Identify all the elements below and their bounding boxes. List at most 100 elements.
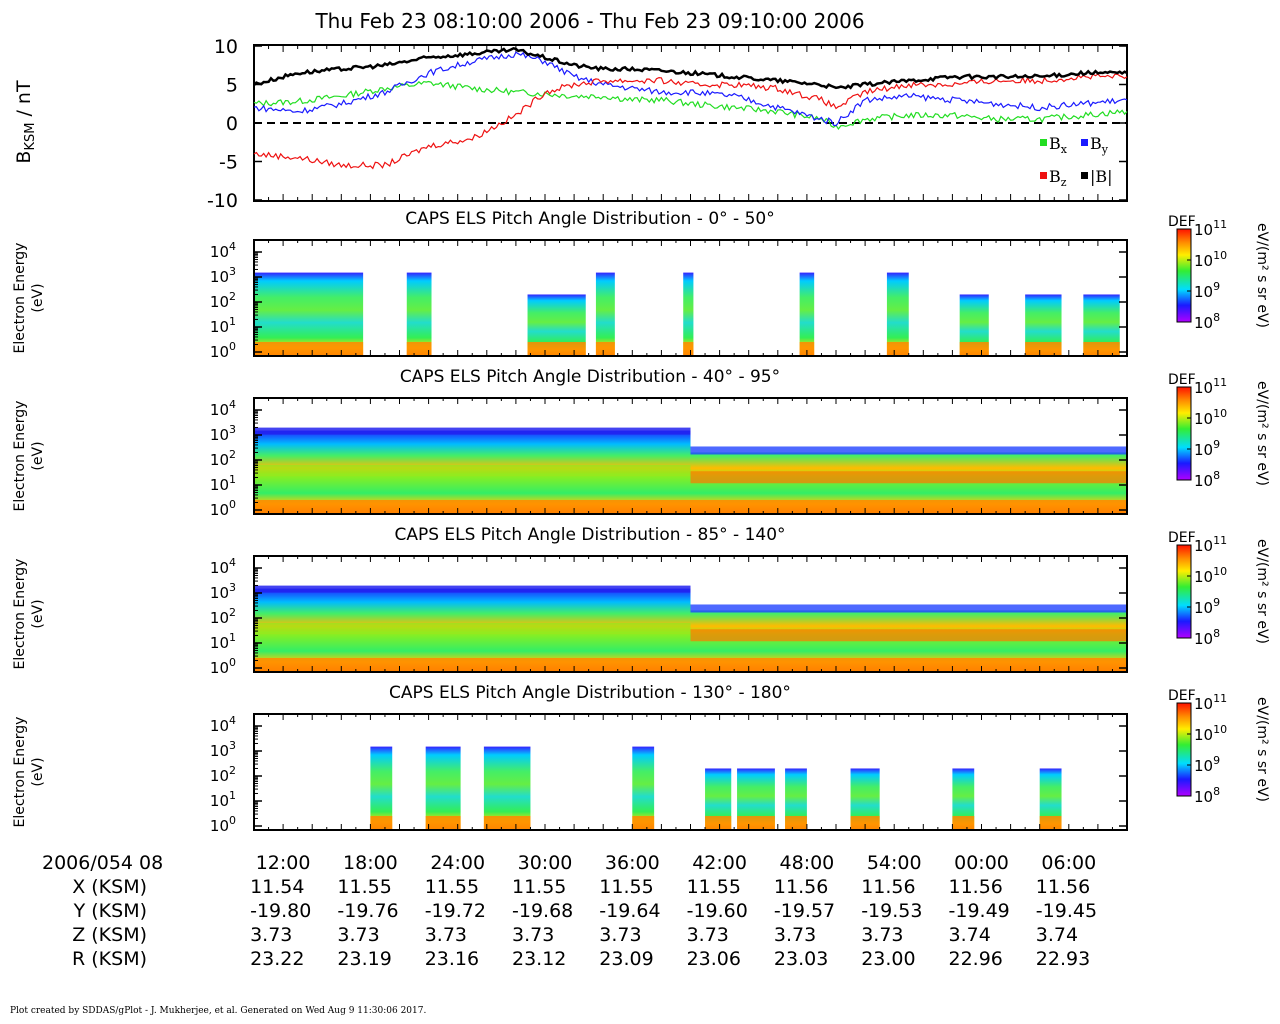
energy-ylabel: Electron Energy (eV): [12, 243, 46, 354]
low-energy-band: [1039, 816, 1062, 829]
mag-series: [253, 46, 1128, 170]
ephemeris-row-label: X (KSM): [72, 876, 147, 898]
spectrogram-block: [886, 272, 909, 355]
energy-tick-label: 102: [210, 764, 236, 785]
spectrogram-block: [595, 272, 615, 355]
mag-ytick-label: 10: [214, 36, 238, 58]
energy-tick-label: 104: [210, 714, 236, 735]
mag-ytick-label: 5: [226, 75, 238, 97]
ephemeris-value: 11.56: [949, 876, 1003, 898]
colorbar-unit: eV/(m² s sr eV): [1254, 697, 1270, 802]
low-energy-band: [959, 342, 989, 355]
spectrogram-block: [370, 746, 393, 829]
ephemeris-row-label: R (KSM): [72, 948, 147, 970]
magnetic-field-panel: 10 5 0 -5 -10 BKSM / nT Bx By Bz |B|: [13, 36, 1128, 212]
colorbar-tick-label: 1010: [1194, 565, 1227, 586]
low-energy-band: [737, 816, 775, 829]
spectrogram-block: [785, 768, 807, 829]
ephemeris-rows: 12:00 18:00 24:00 30:00 36:00 42:00 48:00 54:00…: [72, 852, 1097, 970]
time-tick-label: 00:00: [954, 852, 1009, 874]
spectrogram-title: CAPS ELS Pitch Angle Distribution - 40° …: [400, 367, 780, 387]
energy-tick-label: 100: [210, 340, 236, 361]
ephemeris-value: 3.73: [512, 924, 554, 946]
ephemeris-value: 11.55: [599, 876, 653, 898]
low-energy-band: [595, 342, 615, 355]
ephemeris-value: 22.93: [1036, 948, 1090, 970]
ephemeris-value: 23.03: [774, 948, 828, 970]
ephemeris-value: 3.73: [599, 924, 641, 946]
spectrogram-panel-1: CAPS ELS Pitch Angle Distribution - 0° -…: [12, 209, 1270, 361]
colorbar-label: DEF: [1168, 372, 1196, 388]
ephemeris-table: 2006/054 08 12:00 18:00 24:00 30:00 36:00 42:…: [42, 852, 1097, 970]
ephemeris-value: 3.73: [425, 924, 467, 946]
ephemeris-date-label: 2006/054 08: [42, 852, 163, 874]
upper-cut: [690, 557, 1126, 611]
ephemeris-value: 22.96: [949, 948, 1003, 970]
colorbar-tick-label: 1010: [1194, 249, 1227, 270]
energy-tick-label: 102: [210, 606, 236, 627]
ephemeris-value: 11.55: [337, 876, 391, 898]
colorbar-tick-label: 108: [1194, 469, 1220, 490]
mag-ytick-label: 0: [226, 113, 238, 135]
energy-ylabel-text: Electron Energy: [12, 717, 28, 828]
legend-bmag-swatch: [1081, 172, 1088, 179]
energy-tick-label: 101: [210, 473, 236, 494]
spectrogram-data: [255, 399, 1126, 513]
colorbar-tick-label: 109: [1194, 280, 1220, 301]
spectrogram-panel-3: CAPS ELS Pitch Angle Distribution - 85° …: [12, 525, 1270, 677]
ephemeris-value: 3.73: [250, 924, 292, 946]
cutoff-band: [690, 604, 1126, 613]
colorbar-unit-text: eV/(m² s sr eV): [1254, 539, 1270, 644]
energy-ylabel-text: Electron Energy: [12, 559, 28, 670]
colorbar-unit: eV/(m² s sr eV): [1254, 381, 1270, 486]
energy-tick-label: 102: [210, 448, 236, 469]
colorbar-gradient: [1176, 386, 1192, 481]
colorbar-tick-label: 108: [1194, 627, 1220, 648]
mag-ylabel: BKSM / nT: [13, 80, 38, 164]
colorbar-tick-label: 108: [1194, 785, 1220, 806]
spectrogram-title: CAPS ELS Pitch Angle Distribution - 85° …: [394, 525, 785, 545]
energy-tick-label: 103: [210, 581, 236, 602]
spectrogram-block: [799, 272, 815, 355]
ephemeris-value: 3.74: [949, 924, 991, 946]
low-energy-band: [425, 816, 461, 829]
colorbar-tick-label: 108: [1194, 311, 1220, 332]
ephemeris-value: -19.76: [337, 900, 398, 922]
low-energy-band: [785, 816, 807, 829]
spectrogram-block: [683, 272, 694, 355]
ephemeris-row-label: Z (KSM): [72, 924, 147, 946]
spectrogram-title: CAPS ELS Pitch Angle Distribution - 0° -…: [405, 209, 774, 229]
low-energy-band: [683, 342, 694, 355]
energy-tick-label: 102: [210, 290, 236, 311]
ephemeris-value: -19.45: [1036, 900, 1097, 922]
colorbar-gradient: [1176, 702, 1192, 797]
ephemeris-value: 23.09: [599, 948, 653, 970]
colorbar-tick-label: 1011: [1194, 692, 1227, 713]
energy-ylabel: Electron Energy (eV): [12, 559, 46, 670]
ephemeris-value: -19.68: [512, 900, 573, 922]
ephemeris-value: 3.73: [861, 924, 903, 946]
mid-band: [255, 465, 691, 475]
cutoff-band: [690, 446, 1126, 455]
colorbar-tick-label: 109: [1194, 438, 1220, 459]
low-energy-band: [370, 816, 393, 829]
colorbar-unit: eV/(m² s sr eV): [1254, 223, 1270, 328]
energy-tick-label: 104: [210, 398, 236, 419]
low-energy-band: [255, 658, 1126, 671]
legend-by-swatch: [1081, 139, 1088, 146]
energy-tick-label: 101: [210, 631, 236, 652]
colorbar-tick-label: 109: [1194, 754, 1220, 775]
spectrogram-block: [255, 272, 364, 355]
colorbar-tick-label: 1010: [1194, 407, 1227, 428]
legend-bz-swatch: [1040, 172, 1047, 179]
energy-ylabel-unit: (eV): [30, 599, 46, 628]
ephemeris-value: -19.80: [250, 900, 311, 922]
time-tick-label: 42:00: [692, 852, 747, 874]
spectrogram-block: [632, 746, 655, 829]
low-energy-band: [527, 342, 586, 355]
ephemeris-row-label: Y (KSM): [73, 900, 147, 922]
colorbar-unit-text: eV/(m² s sr eV): [1254, 223, 1270, 328]
